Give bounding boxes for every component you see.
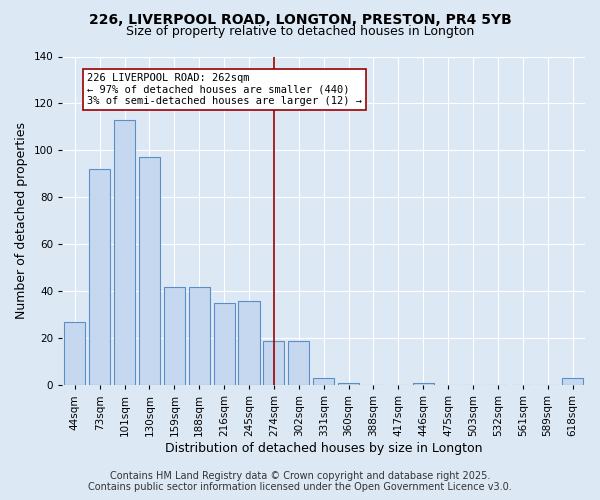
- Text: 226 LIVERPOOL ROAD: 262sqm
← 97% of detached houses are smaller (440)
3% of semi: 226 LIVERPOOL ROAD: 262sqm ← 97% of deta…: [87, 73, 362, 106]
- Bar: [288, 340, 310, 386]
- Bar: [313, 378, 334, 386]
- Bar: [64, 322, 85, 386]
- Bar: [263, 340, 284, 386]
- Bar: [89, 169, 110, 386]
- Bar: [338, 383, 359, 386]
- X-axis label: Distribution of detached houses by size in Longton: Distribution of detached houses by size …: [165, 442, 482, 455]
- Bar: [413, 383, 434, 386]
- Y-axis label: Number of detached properties: Number of detached properties: [15, 122, 28, 320]
- Text: Contains HM Land Registry data © Crown copyright and database right 2025.
Contai: Contains HM Land Registry data © Crown c…: [88, 471, 512, 492]
- Bar: [238, 300, 260, 386]
- Bar: [188, 286, 210, 386]
- Bar: [139, 158, 160, 386]
- Bar: [562, 378, 583, 386]
- Bar: [214, 303, 235, 386]
- Text: 226, LIVERPOOL ROAD, LONGTON, PRESTON, PR4 5YB: 226, LIVERPOOL ROAD, LONGTON, PRESTON, P…: [89, 12, 511, 26]
- Text: Size of property relative to detached houses in Longton: Size of property relative to detached ho…: [126, 25, 474, 38]
- Bar: [114, 120, 135, 386]
- Bar: [164, 286, 185, 386]
